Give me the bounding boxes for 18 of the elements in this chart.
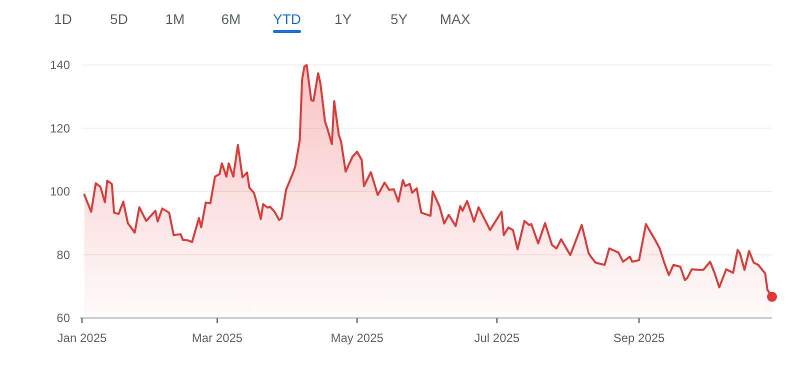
text: 5D [110,11,128,27]
text: MAX [440,11,471,27]
text: 1Y [334,11,352,27]
text: 1D [54,11,72,27]
y-tick-label: 140 [50,58,70,72]
y-tick-label: 60 [56,311,70,325]
y-tick-label: 120 [50,121,70,136]
text: 6M [221,11,241,27]
text: 1M [165,11,185,27]
x-tick-label: Sep 2025 [613,331,666,345]
x-tick-label: Jan 2025 [57,331,108,345]
text: YTD [273,11,301,27]
x-tick-label: May 2025 [330,331,384,345]
x-tick-label: Mar 2025 [192,331,243,345]
text: 5Y [390,11,408,27]
y-tick-label: 80 [56,248,70,262]
x-tick-label: Jul 2025 [474,331,520,345]
y-tick-label: 100 [50,184,70,198]
